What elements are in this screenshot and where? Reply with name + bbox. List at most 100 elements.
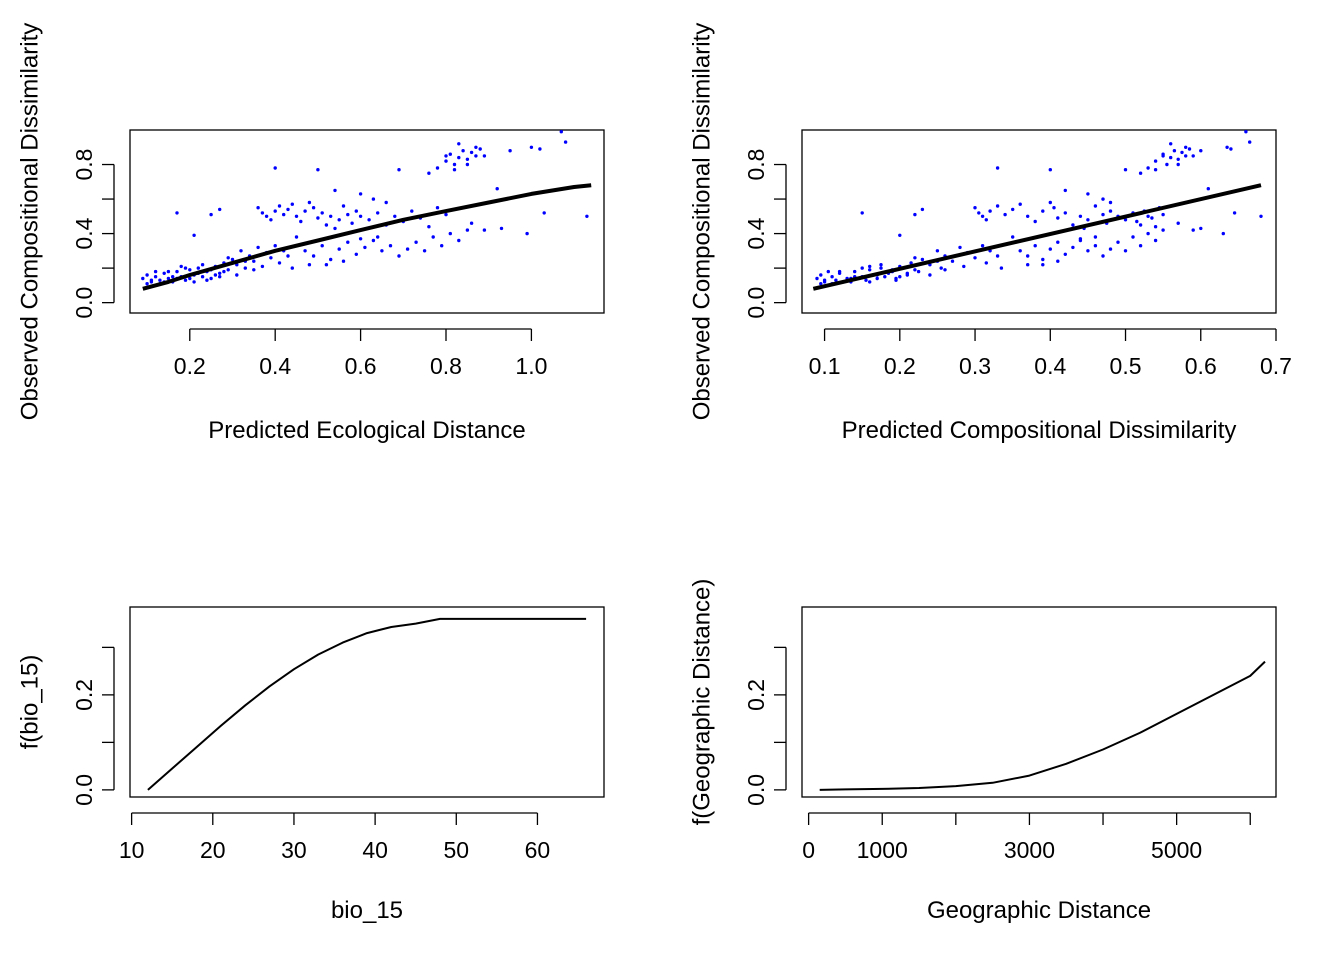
data-point bbox=[358, 237, 363, 241]
data-point bbox=[1101, 212, 1105, 217]
data-point bbox=[1011, 235, 1015, 239]
data-point bbox=[1135, 219, 1139, 224]
x-tick-label: 0.3 bbox=[959, 353, 991, 379]
data-point bbox=[444, 212, 448, 217]
data-point bbox=[465, 157, 470, 161]
data-point bbox=[222, 269, 226, 274]
data-point bbox=[864, 278, 868, 282]
data-point bbox=[1093, 204, 1098, 208]
data-point bbox=[894, 278, 898, 282]
data-point bbox=[384, 200, 388, 205]
data-point bbox=[1071, 245, 1075, 250]
data-point bbox=[183, 278, 188, 282]
fitted-curve bbox=[812, 183, 1262, 291]
data-point bbox=[1052, 206, 1056, 210]
data-point bbox=[1018, 202, 1022, 206]
data-point bbox=[898, 233, 902, 237]
x-tick-label: 30 bbox=[281, 837, 307, 863]
data-point bbox=[188, 268, 192, 272]
data-point bbox=[256, 206, 260, 210]
data-point bbox=[346, 240, 350, 244]
x-tick-label: 0.1 bbox=[809, 353, 841, 379]
x-tick-label: 0.8 bbox=[430, 353, 462, 379]
x-tick-label: 0.5 bbox=[1110, 353, 1142, 379]
data-point bbox=[585, 214, 589, 218]
x-tick-label: 0.4 bbox=[1034, 353, 1066, 379]
data-point bbox=[1063, 211, 1068, 215]
plot-frame bbox=[129, 606, 605, 798]
data-point bbox=[435, 206, 440, 210]
data-point bbox=[303, 249, 307, 253]
data-point bbox=[218, 275, 222, 279]
data-point bbox=[482, 228, 487, 232]
data-point bbox=[269, 218, 273, 222]
data-point bbox=[1011, 207, 1015, 212]
y-tick-label: 0.0 bbox=[71, 287, 97, 319]
data-point bbox=[916, 269, 921, 274]
data-point bbox=[465, 162, 470, 167]
x-tick-label: 0 bbox=[802, 837, 815, 863]
data-point bbox=[175, 269, 179, 274]
data-point bbox=[1229, 147, 1233, 151]
data-point bbox=[1191, 154, 1195, 158]
data-point bbox=[307, 263, 312, 267]
data-point bbox=[448, 152, 452, 156]
response-curve bbox=[147, 617, 587, 791]
x-tick-label: 1.0 bbox=[515, 353, 547, 379]
data-point bbox=[980, 244, 985, 248]
data-point bbox=[1191, 228, 1195, 232]
data-point bbox=[1153, 168, 1158, 172]
data-point bbox=[294, 214, 299, 218]
data-point bbox=[427, 225, 431, 229]
data-point bbox=[529, 145, 534, 149]
data-point bbox=[834, 278, 838, 282]
data-point bbox=[171, 275, 175, 279]
data-point bbox=[252, 268, 256, 272]
chart-panel-1: 0.2 0.4 0.6 0.8 1.0 0.0 0.4 0.8 Predicted Ecolog… bbox=[17, 23, 605, 444]
data-point bbox=[1123, 168, 1128, 172]
data-point bbox=[1153, 225, 1158, 229]
x-tick-label: 0.4 bbox=[259, 353, 291, 379]
y-axis-title: Observed Compositional Dissimilarity bbox=[17, 23, 44, 420]
data-point bbox=[879, 266, 883, 270]
y-tick-label: 0.2 bbox=[743, 679, 769, 711]
y-tick-label: 0.0 bbox=[71, 774, 97, 806]
data-point bbox=[1086, 192, 1090, 196]
data-point bbox=[264, 214, 269, 218]
data-point bbox=[1048, 247, 1053, 251]
data-point bbox=[559, 130, 563, 134]
data-point bbox=[1150, 216, 1154, 220]
data-point bbox=[819, 273, 823, 277]
data-point bbox=[988, 209, 992, 213]
data-point bbox=[830, 275, 834, 279]
data-point bbox=[260, 211, 265, 215]
data-point bbox=[1056, 240, 1060, 244]
data-point bbox=[260, 264, 265, 269]
data-point bbox=[1026, 214, 1030, 218]
data-point bbox=[943, 268, 947, 272]
data-point bbox=[316, 168, 320, 172]
data-point bbox=[218, 271, 222, 275]
data-point bbox=[1187, 147, 1192, 151]
data-point bbox=[1041, 263, 1045, 267]
y-tick-label: 0.8 bbox=[743, 149, 769, 181]
data-point bbox=[200, 275, 205, 279]
data-point bbox=[256, 245, 260, 250]
data-point bbox=[431, 235, 435, 239]
data-point bbox=[337, 218, 341, 222]
data-point bbox=[508, 149, 512, 153]
data-point bbox=[363, 245, 367, 250]
data-point bbox=[448, 231, 452, 236]
data-point bbox=[973, 256, 977, 260]
data-point bbox=[962, 264, 966, 269]
data-point bbox=[860, 211, 864, 215]
data-point bbox=[346, 212, 350, 217]
data-point bbox=[388, 244, 393, 248]
data-point bbox=[192, 233, 196, 237]
data-point bbox=[286, 254, 290, 258]
data-point bbox=[1221, 231, 1226, 236]
data-point bbox=[213, 273, 218, 277]
data-point bbox=[1078, 237, 1083, 241]
data-point bbox=[196, 266, 200, 270]
data-point bbox=[913, 212, 917, 217]
